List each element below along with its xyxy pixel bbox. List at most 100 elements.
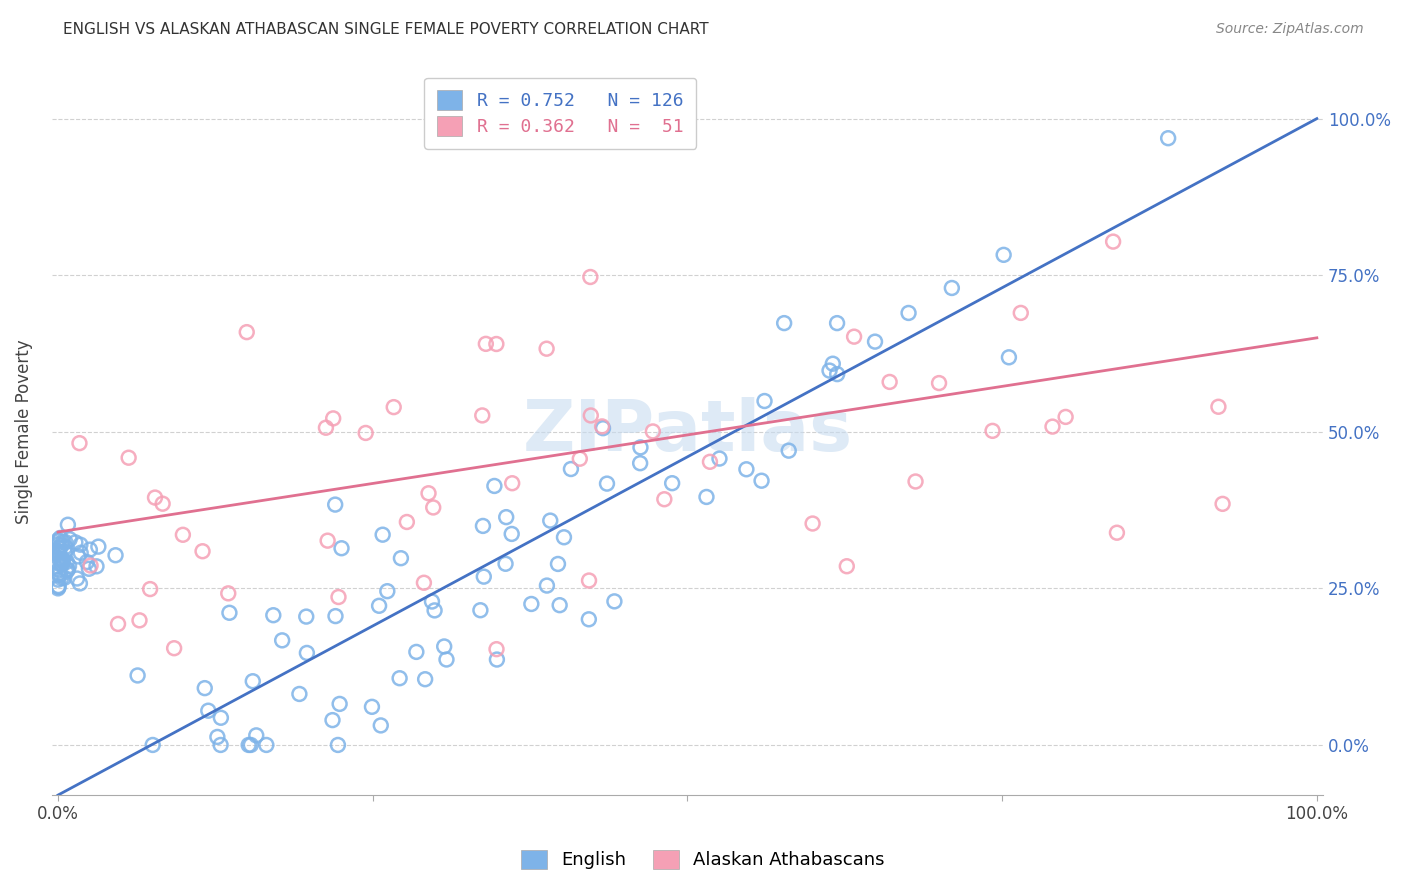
Point [46, 545, 69, 559]
Point [51, 557, 73, 571]
Point [48, 534, 70, 549]
Point [592, 421, 614, 435]
Point [382, 400, 405, 414]
Point [548, 598, 571, 612]
Point [139, 582, 162, 596]
Point [218, 606, 240, 620]
Point [754, 394, 776, 409]
Point [49, 552, 72, 566]
Point [69, 576, 91, 591]
Point [235, 325, 257, 339]
Point [520, 597, 543, 611]
Point [152, 497, 174, 511]
Point [56, 555, 79, 569]
Point [735, 462, 758, 476]
Point [981, 424, 1004, 438]
Point [295, 646, 318, 660]
Point [1157, 131, 1180, 145]
Point [128, 613, 150, 627]
Point [48, 541, 70, 556]
Point [354, 425, 377, 440]
Point [66, 572, 89, 586]
Point [1212, 497, 1234, 511]
Point [46, 556, 69, 570]
Point [361, 699, 384, 714]
Point [49, 531, 72, 545]
Point [751, 474, 773, 488]
Point [254, 738, 277, 752]
Point [197, 704, 219, 718]
Point [238, 738, 260, 752]
Point [118, 450, 141, 465]
Point [863, 334, 886, 349]
Point [579, 270, 602, 285]
Point [579, 409, 602, 423]
Point [433, 640, 456, 654]
Point [472, 569, 495, 583]
Point [801, 516, 824, 531]
Point [77, 562, 100, 576]
Point [59, 533, 82, 547]
Point [941, 281, 963, 295]
Point [65, 535, 87, 549]
Text: Source: ZipAtlas.com: Source: ZipAtlas.com [1216, 22, 1364, 37]
Point [928, 376, 950, 390]
Point [413, 672, 436, 686]
Point [1208, 400, 1230, 414]
Point [79, 542, 101, 557]
Point [375, 584, 398, 599]
Point [326, 738, 349, 752]
Point [1054, 409, 1077, 424]
Point [55, 565, 77, 579]
Point [48, 580, 70, 594]
Point [143, 491, 166, 505]
Point [699, 455, 721, 469]
Point [163, 641, 186, 656]
Point [578, 574, 600, 588]
Point [328, 590, 350, 604]
Point [495, 510, 517, 524]
Point [46, 579, 69, 593]
Point [69, 546, 91, 560]
Point [547, 557, 569, 571]
Point [993, 248, 1015, 262]
Point [560, 462, 582, 476]
Point [46, 547, 69, 561]
Point [245, 728, 267, 742]
Point [53, 545, 76, 559]
Point [142, 738, 165, 752]
Point [271, 633, 294, 648]
Point [897, 306, 920, 320]
Point [127, 668, 149, 682]
Point [51, 571, 73, 585]
Point [879, 375, 901, 389]
Point [58, 559, 80, 574]
Point [67, 549, 90, 564]
Point [322, 411, 344, 425]
Point [79, 558, 101, 573]
Point [46, 573, 69, 587]
Point [53, 571, 76, 585]
Point [51, 539, 73, 553]
Point [46, 582, 69, 596]
Point [825, 316, 848, 330]
Point [321, 713, 343, 727]
Point [818, 363, 841, 377]
Point [485, 337, 508, 351]
Point [484, 479, 506, 493]
Text: ENGLISH VS ALASKAN ATHABASCAN SINGLE FEMALE POVERTY CORRELATION CHART: ENGLISH VS ALASKAN ATHABASCAN SINGLE FEM… [63, 22, 709, 37]
Point [495, 557, 517, 571]
Text: ZIPatlas: ZIPatlas [523, 397, 852, 467]
Point [51, 558, 73, 572]
Point [52, 553, 75, 567]
Point [172, 528, 194, 542]
Point [388, 671, 411, 685]
Point [87, 540, 110, 554]
Point [207, 730, 229, 744]
Point [46, 544, 69, 558]
Point [329, 697, 352, 711]
Point [821, 357, 844, 371]
Point [330, 541, 353, 556]
Point [553, 530, 575, 544]
Point [842, 329, 865, 343]
